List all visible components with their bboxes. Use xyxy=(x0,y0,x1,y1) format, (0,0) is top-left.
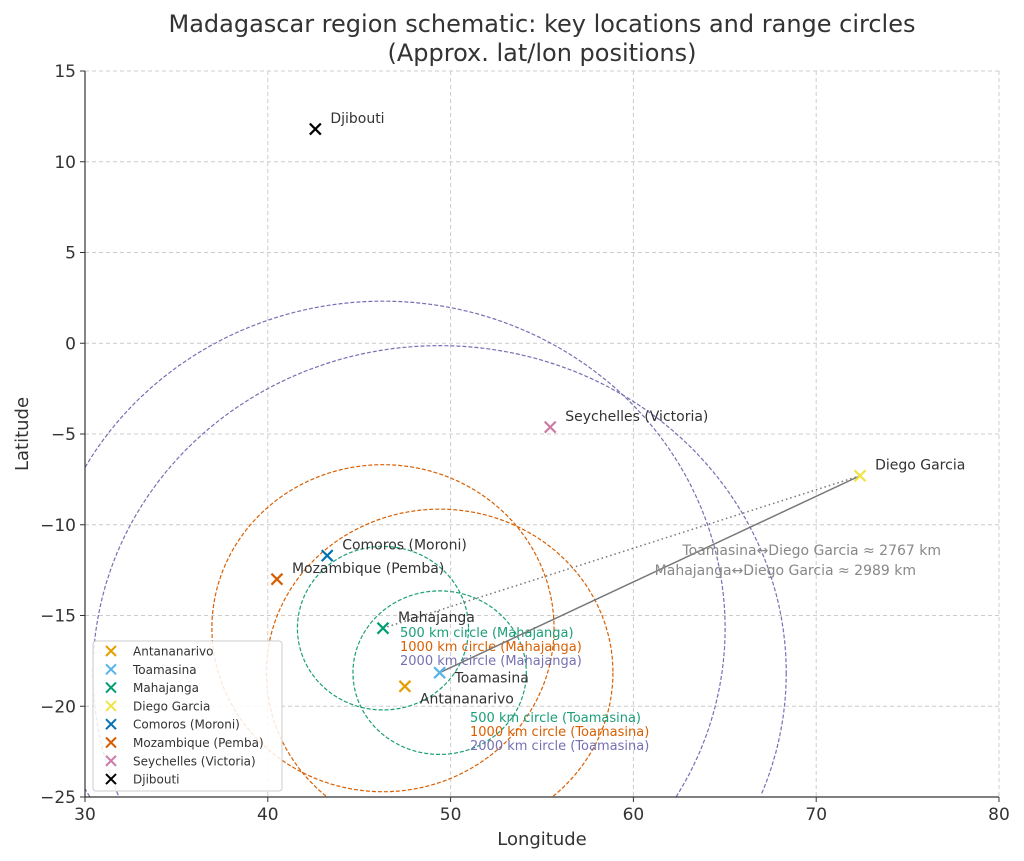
point-marker xyxy=(398,680,412,693)
y-tick-label: −25 xyxy=(40,788,76,808)
x-tick-label: 30 xyxy=(74,805,96,825)
point-label: Toamasina xyxy=(454,671,529,687)
range-circle-label: 2000 km circle (Toamasina) xyxy=(470,739,649,754)
y-tick-label: 5 xyxy=(65,244,76,264)
y-tick-label: 15 xyxy=(54,62,76,82)
y-tick-label: −15 xyxy=(40,607,76,627)
legend-marker xyxy=(105,718,117,730)
range-circle xyxy=(352,590,527,755)
legend-marker xyxy=(105,736,117,749)
legend-marker xyxy=(105,663,117,676)
legend-label: Comoros (Moroni) xyxy=(133,718,240,732)
distance-line xyxy=(439,475,861,674)
point-label: Mozambique (Pemba) xyxy=(292,561,444,577)
point-marker xyxy=(376,621,390,635)
range-circle xyxy=(92,344,787,796)
x-tick-label: 80 xyxy=(988,805,1010,825)
point-label: Seychelles (Victoria) xyxy=(565,409,708,425)
legend-marker xyxy=(105,700,117,712)
point-marker xyxy=(433,666,446,679)
point-label: Diego Garcia xyxy=(875,458,965,474)
point-label: Djibouti xyxy=(330,111,384,127)
range-circle-label: 500 km circle (Toamasina) xyxy=(470,711,641,726)
distance-label: Toamasina↔Diego Garcia ≈ 2767 km xyxy=(681,543,941,559)
point-marker xyxy=(309,122,322,136)
legend-box xyxy=(92,640,283,792)
range-circle-label: 1000 km circle (Mahajanga) xyxy=(400,640,582,655)
x-tick-label: 40 xyxy=(257,805,279,825)
point-label: Comoros (Moroni) xyxy=(342,538,467,554)
range-circle-label: 500 km circle (Mahajanga) xyxy=(400,626,574,641)
y-tick-label: −10 xyxy=(40,516,76,536)
y-tick-label: 0 xyxy=(65,334,76,354)
y-axis-label: Latitude xyxy=(12,397,33,471)
point-marker xyxy=(853,469,867,483)
point-marker xyxy=(320,549,334,562)
x-tick-label: 60 xyxy=(623,805,645,825)
y-tick-label: 10 xyxy=(54,153,76,173)
range-circle-label: 1000 km circle (Toamasina) xyxy=(470,725,649,740)
range-circle xyxy=(84,300,726,797)
legend-label: Antananarivo xyxy=(133,645,214,659)
point-marker xyxy=(270,572,284,586)
legend-marker xyxy=(105,773,117,785)
point-marker xyxy=(543,420,557,434)
legend-label: Mozambique (Pemba) xyxy=(133,736,264,750)
legend-label: Diego Garcia xyxy=(133,699,210,713)
range-circle xyxy=(296,545,470,711)
y-tick-label: −20 xyxy=(40,697,76,717)
legend-marker xyxy=(105,681,117,694)
legend-label: Djibouti xyxy=(133,773,180,787)
x-tick-label: 70 xyxy=(805,805,827,825)
legend-marker xyxy=(105,755,117,767)
legend-label: Toamasina xyxy=(132,663,197,677)
x-tick-label: 50 xyxy=(440,805,462,825)
x-axis-label: Longitude xyxy=(497,829,587,850)
legend-label: Mahajanga xyxy=(133,681,199,695)
range-circle xyxy=(211,464,555,793)
y-tick-label: −5 xyxy=(51,425,76,445)
legend-label: Seychelles (Victoria) xyxy=(133,754,256,768)
range-circle-label: 2000 km circle (Mahajanga) xyxy=(400,654,582,669)
chart-subtitle: (Approx. lat/lon positions) xyxy=(388,39,697,67)
chart-title: Madagascar region schematic: key locatio… xyxy=(168,10,915,38)
point-label: Mahajanga xyxy=(398,610,475,626)
legend-marker xyxy=(105,645,117,657)
distance-label: Mahajanga↔Diego Garcia ≈ 2989 km xyxy=(655,563,916,579)
point-label: Antananarivo xyxy=(420,691,514,707)
